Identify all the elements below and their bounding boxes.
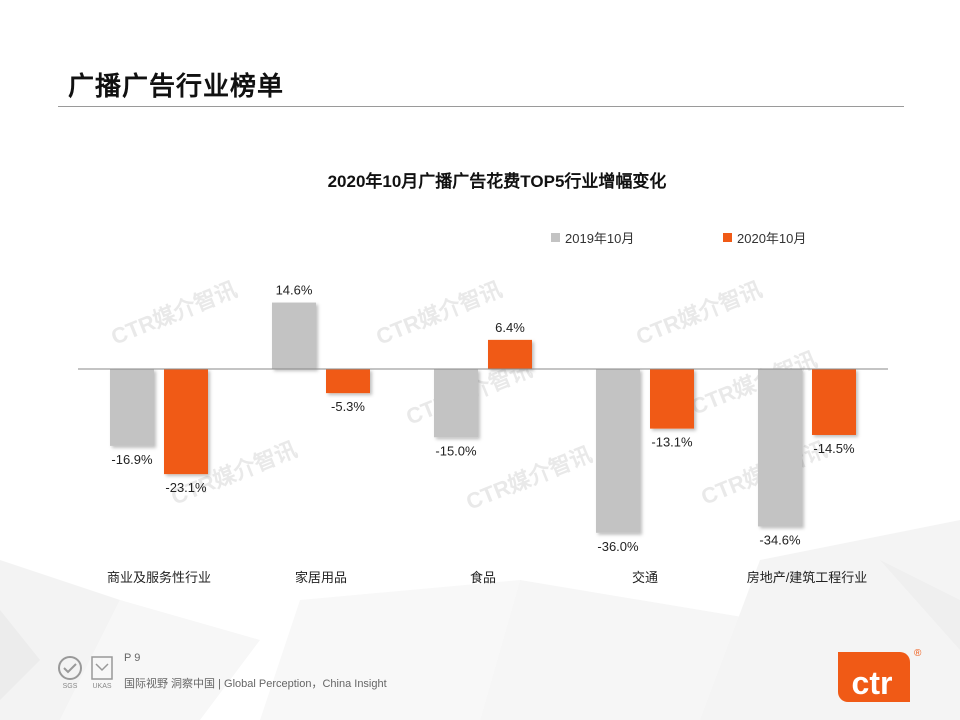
category-label-3: 交通 (632, 570, 658, 585)
ukas-badge-label: UKAS (92, 683, 111, 690)
category-label-0: 商业及服务性行业 (107, 570, 211, 585)
value-label-2019-1: 14.6% (276, 283, 313, 298)
legend-swatch-2019 (551, 233, 560, 242)
certification-badges: SGS UKAS (58, 656, 113, 690)
page-title: 广播广告行业榜单 (68, 71, 285, 101)
legend-label-2020: 2020年10月 (737, 231, 806, 246)
category-label-1: 家居用品 (295, 570, 347, 585)
watermark-text: CTR媒介智讯 (633, 277, 766, 350)
bar-2020-3 (650, 369, 694, 429)
sgs-badge-label: SGS (63, 683, 78, 690)
title-divider (58, 106, 904, 107)
watermark-text: CTR媒介智讯 (108, 277, 241, 350)
value-label-2019-0: -16.9% (111, 452, 153, 467)
value-label-2020-4: -14.5% (813, 441, 855, 456)
value-label-2019-3: -36.0% (597, 539, 639, 554)
bar-2020-2 (488, 339, 532, 369)
page-number: P 9 (124, 652, 141, 664)
value-label-2020-2: 6.4% (495, 320, 525, 335)
value-label-2020-3: -13.1% (651, 435, 693, 450)
legend-swatch-2020 (723, 233, 732, 242)
category-label-4: 房地产/建筑工程行业 (747, 570, 868, 585)
watermark-text: CTR媒介智讯 (463, 442, 596, 515)
bar-2019-0 (110, 369, 154, 446)
value-label-2020-0: -23.1% (165, 480, 207, 495)
bar-2020-0 (164, 369, 208, 475)
bar-2020-1 (326, 369, 370, 394)
value-label-2020-1: -5.3% (331, 399, 365, 414)
footer-tagline: 国际视野 洞察中国 | Global Perception，China Insi… (124, 678, 387, 690)
bar-2020-4 (812, 369, 856, 435)
legend-label-2019: 2019年10月 (565, 231, 634, 246)
ctr-logo: ctr ® (838, 648, 922, 702)
chart-legend: 2019年10月 2020年10月 (551, 231, 806, 246)
watermark-text: CTR媒介智讯 (373, 277, 506, 350)
ctr-logo-text: ctr (852, 665, 893, 701)
bar-2019-2 (434, 369, 478, 438)
category-label-2: 食品 (470, 570, 496, 585)
bar-2019-1 (272, 302, 316, 369)
value-label-2019-4: -34.6% (759, 532, 801, 547)
value-label-2019-2: -15.0% (435, 443, 477, 458)
bar-2019-4 (758, 369, 802, 527)
chart-title: 2020年10月广播广告花费TOP5行业增幅变化 (328, 171, 667, 191)
bar-2019-3 (596, 369, 640, 533)
registered-mark: ® (914, 648, 922, 659)
